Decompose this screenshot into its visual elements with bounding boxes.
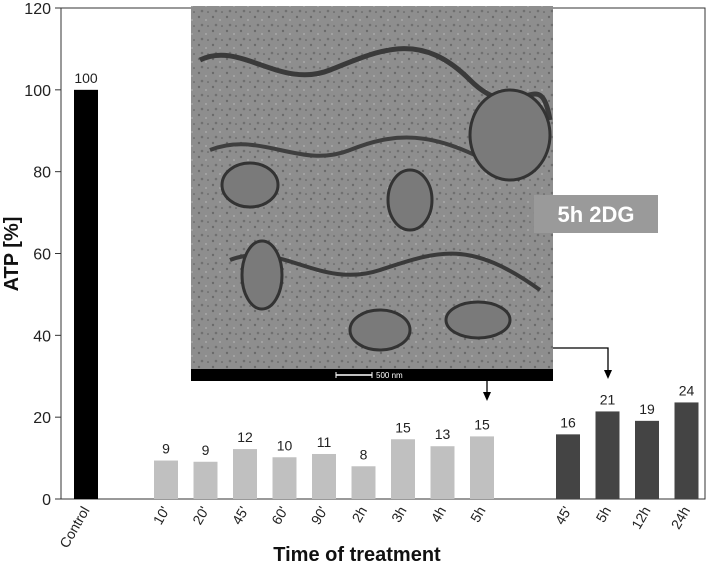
bar	[595, 411, 620, 499]
data-label: 11	[317, 434, 332, 450]
data-label: 24	[679, 382, 695, 398]
category-label: 24h	[668, 504, 694, 532]
y-tick-label: 100	[24, 83, 51, 100]
category-label: 10'	[150, 504, 173, 528]
data-label: 16	[560, 414, 576, 430]
bar	[470, 436, 494, 499]
scale-bar-label: 500 nm	[376, 371, 403, 380]
y-axis-title: ATP [%]	[1, 217, 23, 292]
arrow-5h-combined-line	[553, 347, 609, 370]
data-labels: 100 9 9 12 10 11 8 15 13 15 16 21 19 24	[74, 70, 694, 462]
category-label: 45'	[229, 504, 252, 528]
micrograph-inset: 500 nm 5h 2DG	[191, 6, 658, 381]
bar	[351, 466, 376, 499]
bar	[233, 449, 257, 499]
bar	[391, 439, 415, 499]
micrograph-mitochondrion	[468, 88, 552, 182]
bar	[193, 461, 218, 499]
category-label: 20'	[189, 504, 212, 528]
y-tick-label: 40	[33, 328, 51, 345]
micrograph-mitochondrion	[220, 161, 280, 209]
category-label: 45'	[552, 504, 575, 528]
arrow-5h-combined-head	[604, 370, 612, 379]
y-axis: 0 20 40 60 80 100 120	[24, 1, 61, 509]
category-label: 90'	[308, 504, 331, 528]
category-label: 60'	[268, 504, 291, 528]
micrograph-mitochondrion	[348, 308, 412, 352]
x-axis-title: Time of treatment	[273, 544, 441, 566]
data-label: 10	[277, 437, 293, 453]
bar	[635, 420, 659, 499]
bar	[674, 402, 699, 499]
bar	[430, 446, 455, 499]
data-label: 9	[202, 442, 210, 458]
bar	[272, 457, 297, 499]
category-label: 3h	[388, 504, 410, 525]
micrograph-mitochondrion	[240, 239, 284, 311]
data-label: 21	[600, 391, 616, 407]
data-label: 9	[162, 441, 170, 457]
micrograph-mitochondrion	[386, 168, 434, 232]
category-label: 5h	[467, 504, 489, 525]
inset-tag	[534, 195, 658, 233]
category-label: 4h	[427, 504, 449, 525]
y-tick-label: 20	[33, 410, 51, 427]
data-label: 8	[360, 446, 368, 462]
data-label: 15	[474, 416, 490, 432]
micrograph-membrane	[209, 135, 522, 182]
y-tick-label: 60	[33, 247, 51, 264]
data-label: 13	[435, 426, 451, 442]
data-label: 19	[639, 401, 655, 417]
bars-group	[74, 89, 699, 499]
category-label: Control	[56, 504, 92, 551]
y-tick-label: 80	[33, 165, 51, 182]
bar	[74, 89, 98, 499]
arrows	[483, 347, 612, 401]
inset-tag-text: 5h 2DG	[557, 202, 634, 227]
bar	[312, 453, 336, 499]
category-label: 12h	[628, 504, 654, 532]
bar	[556, 434, 580, 499]
category-label: 2h	[348, 504, 370, 525]
micrograph-mitochondrion	[444, 300, 512, 340]
category-label: 5h	[592, 504, 614, 525]
bar	[154, 460, 178, 499]
y-tick-label: 120	[24, 1, 51, 18]
data-label: 100	[74, 70, 98, 86]
data-label: 12	[237, 429, 253, 445]
data-label: 15	[395, 419, 411, 435]
arrow-5h-2dg-head	[483, 392, 491, 401]
y-tick-label: 0	[42, 492, 51, 509]
